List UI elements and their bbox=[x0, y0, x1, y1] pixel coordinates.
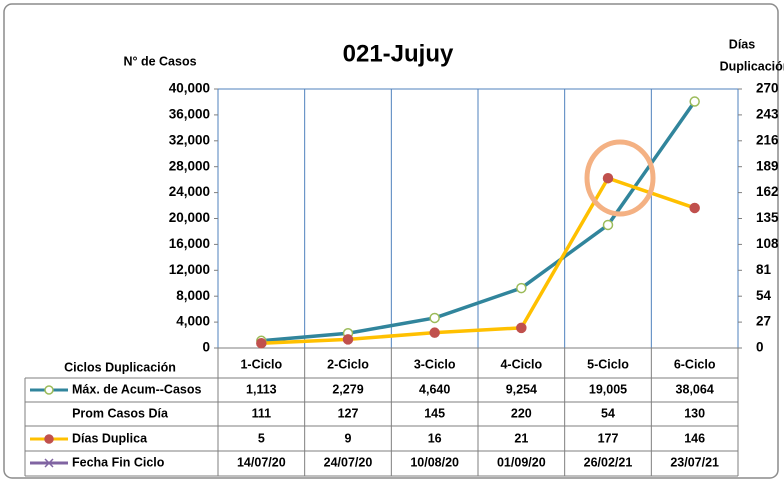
point bbox=[342, 334, 354, 345]
y-tick-label: 16,000 bbox=[169, 236, 210, 251]
x-tick-label: 5-Ciclo bbox=[587, 357, 629, 371]
table-value: 146 bbox=[684, 431, 705, 445]
point bbox=[602, 219, 614, 231]
x-tick-label: 1-Ciclo bbox=[240, 357, 282, 371]
y2-tick-label: 54 bbox=[756, 288, 772, 303]
y-tick-label: 24,000 bbox=[169, 184, 210, 199]
y-tick-label: 4,000 bbox=[176, 314, 210, 329]
point bbox=[516, 282, 527, 294]
table-value: 130 bbox=[684, 406, 705, 420]
table-value: 1,113 bbox=[246, 382, 277, 396]
legend-label: Máx. de Acum--Casos bbox=[72, 382, 201, 396]
point bbox=[429, 327, 440, 338]
point bbox=[256, 337, 267, 349]
y2-tick-label: 270 bbox=[756, 81, 779, 96]
table-value: 01/09/20 bbox=[497, 455, 546, 469]
point bbox=[689, 202, 700, 214]
table-value: 145 bbox=[424, 406, 445, 420]
y2-tick-label: 189 bbox=[756, 158, 779, 173]
table-value: 5 bbox=[258, 431, 265, 445]
table-value: 177 bbox=[598, 431, 619, 445]
table-value: 38,064 bbox=[676, 382, 714, 396]
table-value: 14/07/20 bbox=[237, 455, 286, 469]
y2-tick-label: 27 bbox=[756, 314, 771, 329]
y-tick-label: 32,000 bbox=[169, 132, 210, 147]
y-tick-label: 36,000 bbox=[169, 106, 210, 121]
table-value: 127 bbox=[338, 406, 359, 420]
table-value: 26/02/21 bbox=[584, 455, 633, 469]
y2-axis-title: Días bbox=[729, 37, 755, 51]
table-value: 111 bbox=[252, 406, 272, 420]
table-value: 9,254 bbox=[506, 382, 537, 396]
point bbox=[602, 172, 614, 184]
table-value: 24/07/20 bbox=[324, 455, 373, 469]
y-tick-label: 8,000 bbox=[176, 288, 210, 303]
legend-label: Fecha Fin Ciclo bbox=[72, 455, 165, 469]
point bbox=[429, 312, 440, 324]
y2-tick-label: 243 bbox=[756, 106, 779, 121]
y2-tick-label: 135 bbox=[756, 210, 779, 225]
legend-marker bbox=[44, 458, 54, 468]
y2-tick-label: 216 bbox=[756, 132, 779, 147]
table-value: 16 bbox=[428, 431, 442, 445]
x-tick-label: 2-Ciclo bbox=[327, 357, 369, 371]
x-tick-label: 3-Ciclo bbox=[414, 357, 456, 371]
legend-marker bbox=[44, 434, 54, 444]
table-value: 10/08/20 bbox=[410, 455, 459, 469]
y2-tick-label: 162 bbox=[756, 184, 779, 199]
table-value: 220 bbox=[511, 406, 532, 420]
legend-label: Días Duplica bbox=[72, 431, 148, 445]
y-tick-label: 12,000 bbox=[169, 262, 210, 277]
legend-label: Prom Casos Día bbox=[72, 406, 169, 420]
y-axis-title: N° de Casos bbox=[123, 54, 196, 68]
series-line bbox=[261, 176, 696, 345]
x-tick-label: 4-Ciclo bbox=[500, 357, 542, 371]
y-tick-label: 40,000 bbox=[169, 81, 210, 96]
legend-marker bbox=[44, 385, 54, 395]
series-line bbox=[261, 100, 697, 343]
chart-title: 021-Jujuy bbox=[343, 40, 454, 67]
table-header: Ciclos Duplicación bbox=[64, 360, 176, 374]
x-tick-label: 6-Ciclo bbox=[674, 357, 716, 371]
table-value: 2,279 bbox=[332, 382, 363, 396]
y2-tick-label: 81 bbox=[756, 262, 772, 277]
highlight-circle bbox=[584, 139, 656, 217]
y2-tick-label: 108 bbox=[756, 236, 779, 251]
table-value: 54 bbox=[601, 406, 615, 420]
point bbox=[689, 96, 700, 107]
table-value: 23/07/21 bbox=[670, 455, 719, 469]
y-tick-label: 0 bbox=[202, 340, 210, 355]
y2-tick-label: 0 bbox=[756, 340, 764, 355]
y2-axis-title: Duplicación bbox=[720, 59, 784, 73]
table-value: 19,005 bbox=[589, 382, 627, 396]
point bbox=[516, 322, 527, 334]
y-tick-label: 20,000 bbox=[169, 210, 210, 225]
table-value: 4,640 bbox=[419, 382, 450, 396]
y-tick-label: 28,000 bbox=[169, 158, 210, 173]
table-value: 21 bbox=[514, 431, 528, 445]
table-value: 9 bbox=[345, 431, 352, 445]
